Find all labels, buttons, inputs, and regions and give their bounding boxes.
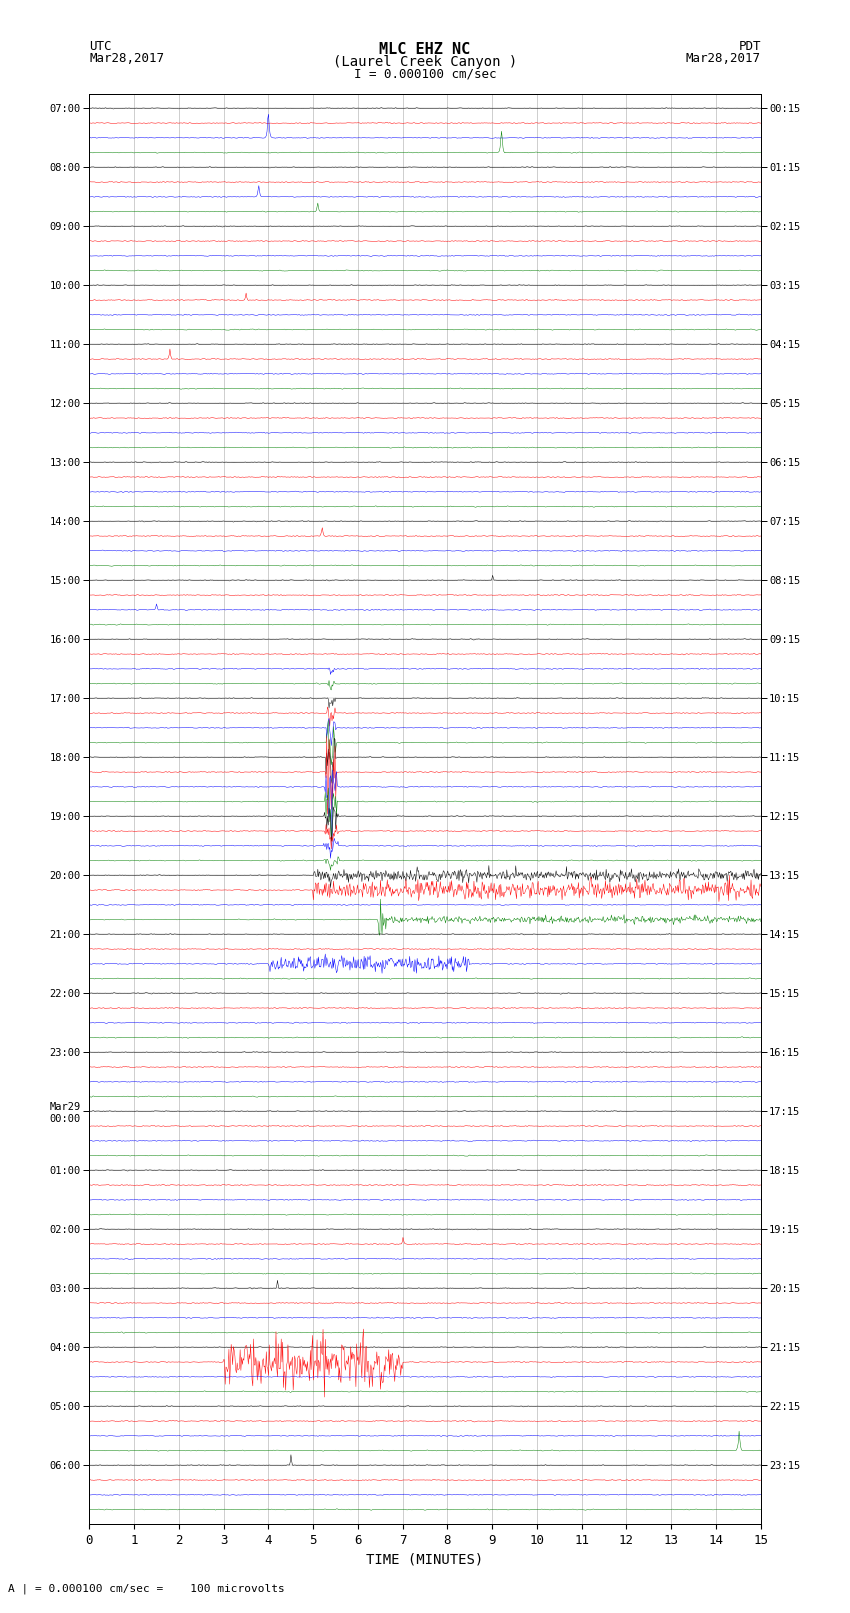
- X-axis label: TIME (MINUTES): TIME (MINUTES): [366, 1553, 484, 1566]
- Text: (Laurel Creek Canyon ): (Laurel Creek Canyon ): [333, 55, 517, 69]
- Text: I = 0.000100 cm/sec: I = 0.000100 cm/sec: [354, 68, 496, 81]
- Text: PDT: PDT: [739, 40, 761, 53]
- Text: Mar28,2017: Mar28,2017: [686, 52, 761, 65]
- Text: MLC EHZ NC: MLC EHZ NC: [379, 42, 471, 56]
- Text: A | = 0.000100 cm/sec =    100 microvolts: A | = 0.000100 cm/sec = 100 microvolts: [8, 1582, 286, 1594]
- Text: UTC: UTC: [89, 40, 111, 53]
- Text: Mar28,2017: Mar28,2017: [89, 52, 164, 65]
